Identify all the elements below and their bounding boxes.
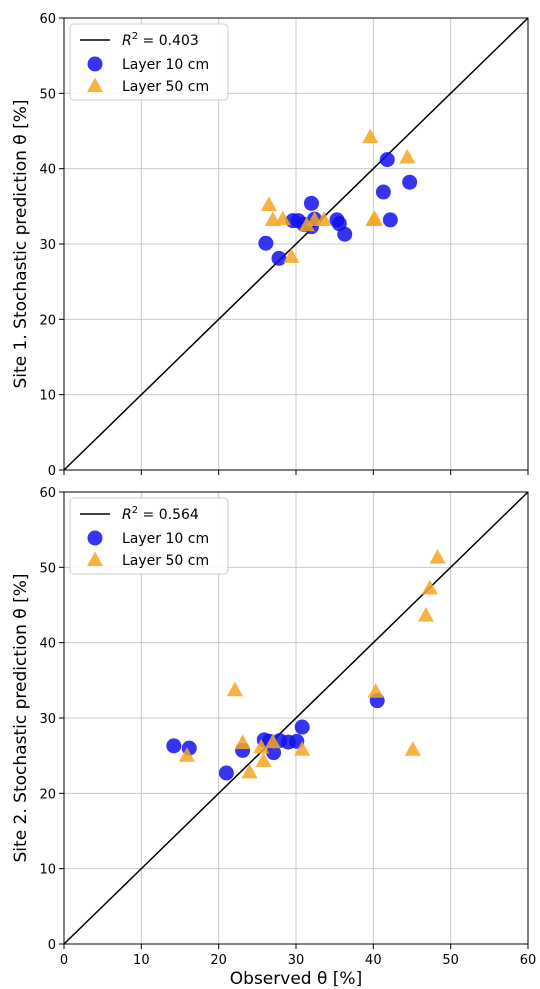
data-point-triangle [260,196,278,211]
legend-label-series: Layer 10 cm [122,531,209,547]
data-point-triangle [362,128,379,144]
y-tick-label: 60 [39,12,56,27]
legend-box [69,23,229,101]
chart-panel-2: 0 10 20 30 40 50 60 0 10 20 30 40 50 60 Site 2. Stocha… [11,486,536,989]
y-tick-label: 60 [39,486,56,501]
y-tick-label: 0 [48,938,56,953]
y-tick-label: 30 [39,712,56,727]
data-point-triangle [234,734,251,749]
y-tick-label: 40 [39,163,56,178]
legend-label-series: Layer 10 cm [122,57,209,73]
x-tick-label: 10 [133,953,150,968]
data-point-triangle [264,733,281,749]
x-tick-label: 20 [210,953,227,968]
data-point-circle [218,765,234,781]
data-point-circle [379,152,395,168]
legend: R2 = 0.403 Layer 10 cm Layer 50 cm [69,23,229,101]
data-point-triangle [298,216,315,232]
y-tick-label: 0 [48,464,56,479]
data-point-triangle [417,607,434,622]
legend-swatch-triangle [86,551,104,567]
data-point-triangle [178,747,196,762]
legend-label-series: Layer 50 cm [122,553,209,569]
legend-label-fit: R2 = 0.403 [122,31,199,49]
legend: R2 = 0.564 Layer 10 cm Layer 50 cm [69,497,229,575]
data-point-circle [166,738,182,754]
data-point-circle [266,745,282,761]
chart-panel-1: 0 10 20 30 40 50 60 Site 1. Stochastic predicti… [11,12,529,479]
data-point-triangle [274,210,291,226]
data-point-triangle [294,741,311,756]
fit-line [63,17,529,471]
legend-label-fit: R2 = 0.564 [122,505,199,523]
y-tick-label: 20 [39,787,56,802]
data-point-triangle [366,210,383,226]
y-tick-label: 30 [39,238,56,253]
legend-label-series: Layer 50 cm [122,79,209,95]
data-point-circle [375,184,391,200]
x-axis-label: Observed θ [%] [230,969,362,989]
data-point-triangle [283,248,300,263]
data-point-triangle [421,579,438,595]
x-tick-label: 40 [365,953,382,968]
x-tick-label: 0 [60,953,68,968]
legend-box [69,497,229,575]
y-tick-label: 50 [39,87,56,102]
y-tick-label: 10 [39,389,56,404]
data-point-triangle [315,211,332,227]
data-point-circle [303,195,319,211]
legend-swatch-triangle [86,77,104,93]
data-point-circle [382,212,398,228]
x-tick-label: 30 [288,953,305,968]
y-tick-label: 40 [39,637,56,652]
data-point-circle [337,226,353,242]
legend-swatch-circle [87,56,103,72]
data-point-triangle [255,752,272,768]
data-point-triangle [253,738,270,754]
data-point-triangle [404,741,421,756]
data-point-triangle [367,683,384,698]
data-point-triangle [226,681,243,697]
data-point-circle [402,174,418,190]
data-point-circle [271,250,287,266]
x-tick-label: 50 [442,953,459,968]
y-tick-label: 50 [39,561,56,576]
y-tick-label: 20 [39,313,56,328]
y-axis-label: Site 1. Stochastic prediction θ [%] [11,100,31,389]
y-tick-label: 10 [39,863,56,878]
fit-line [63,491,529,945]
x-tick-label: 60 [520,953,537,968]
data-point-circle [258,235,274,251]
y-axis-label: Site 2. Stochastic prediction θ [%] [11,574,31,863]
data-point-triangle [429,549,446,564]
data-point-circle [294,719,310,735]
legend-swatch-circle [87,530,103,546]
data-point-triangle [399,148,416,164]
data-point-triangle [241,763,258,779]
